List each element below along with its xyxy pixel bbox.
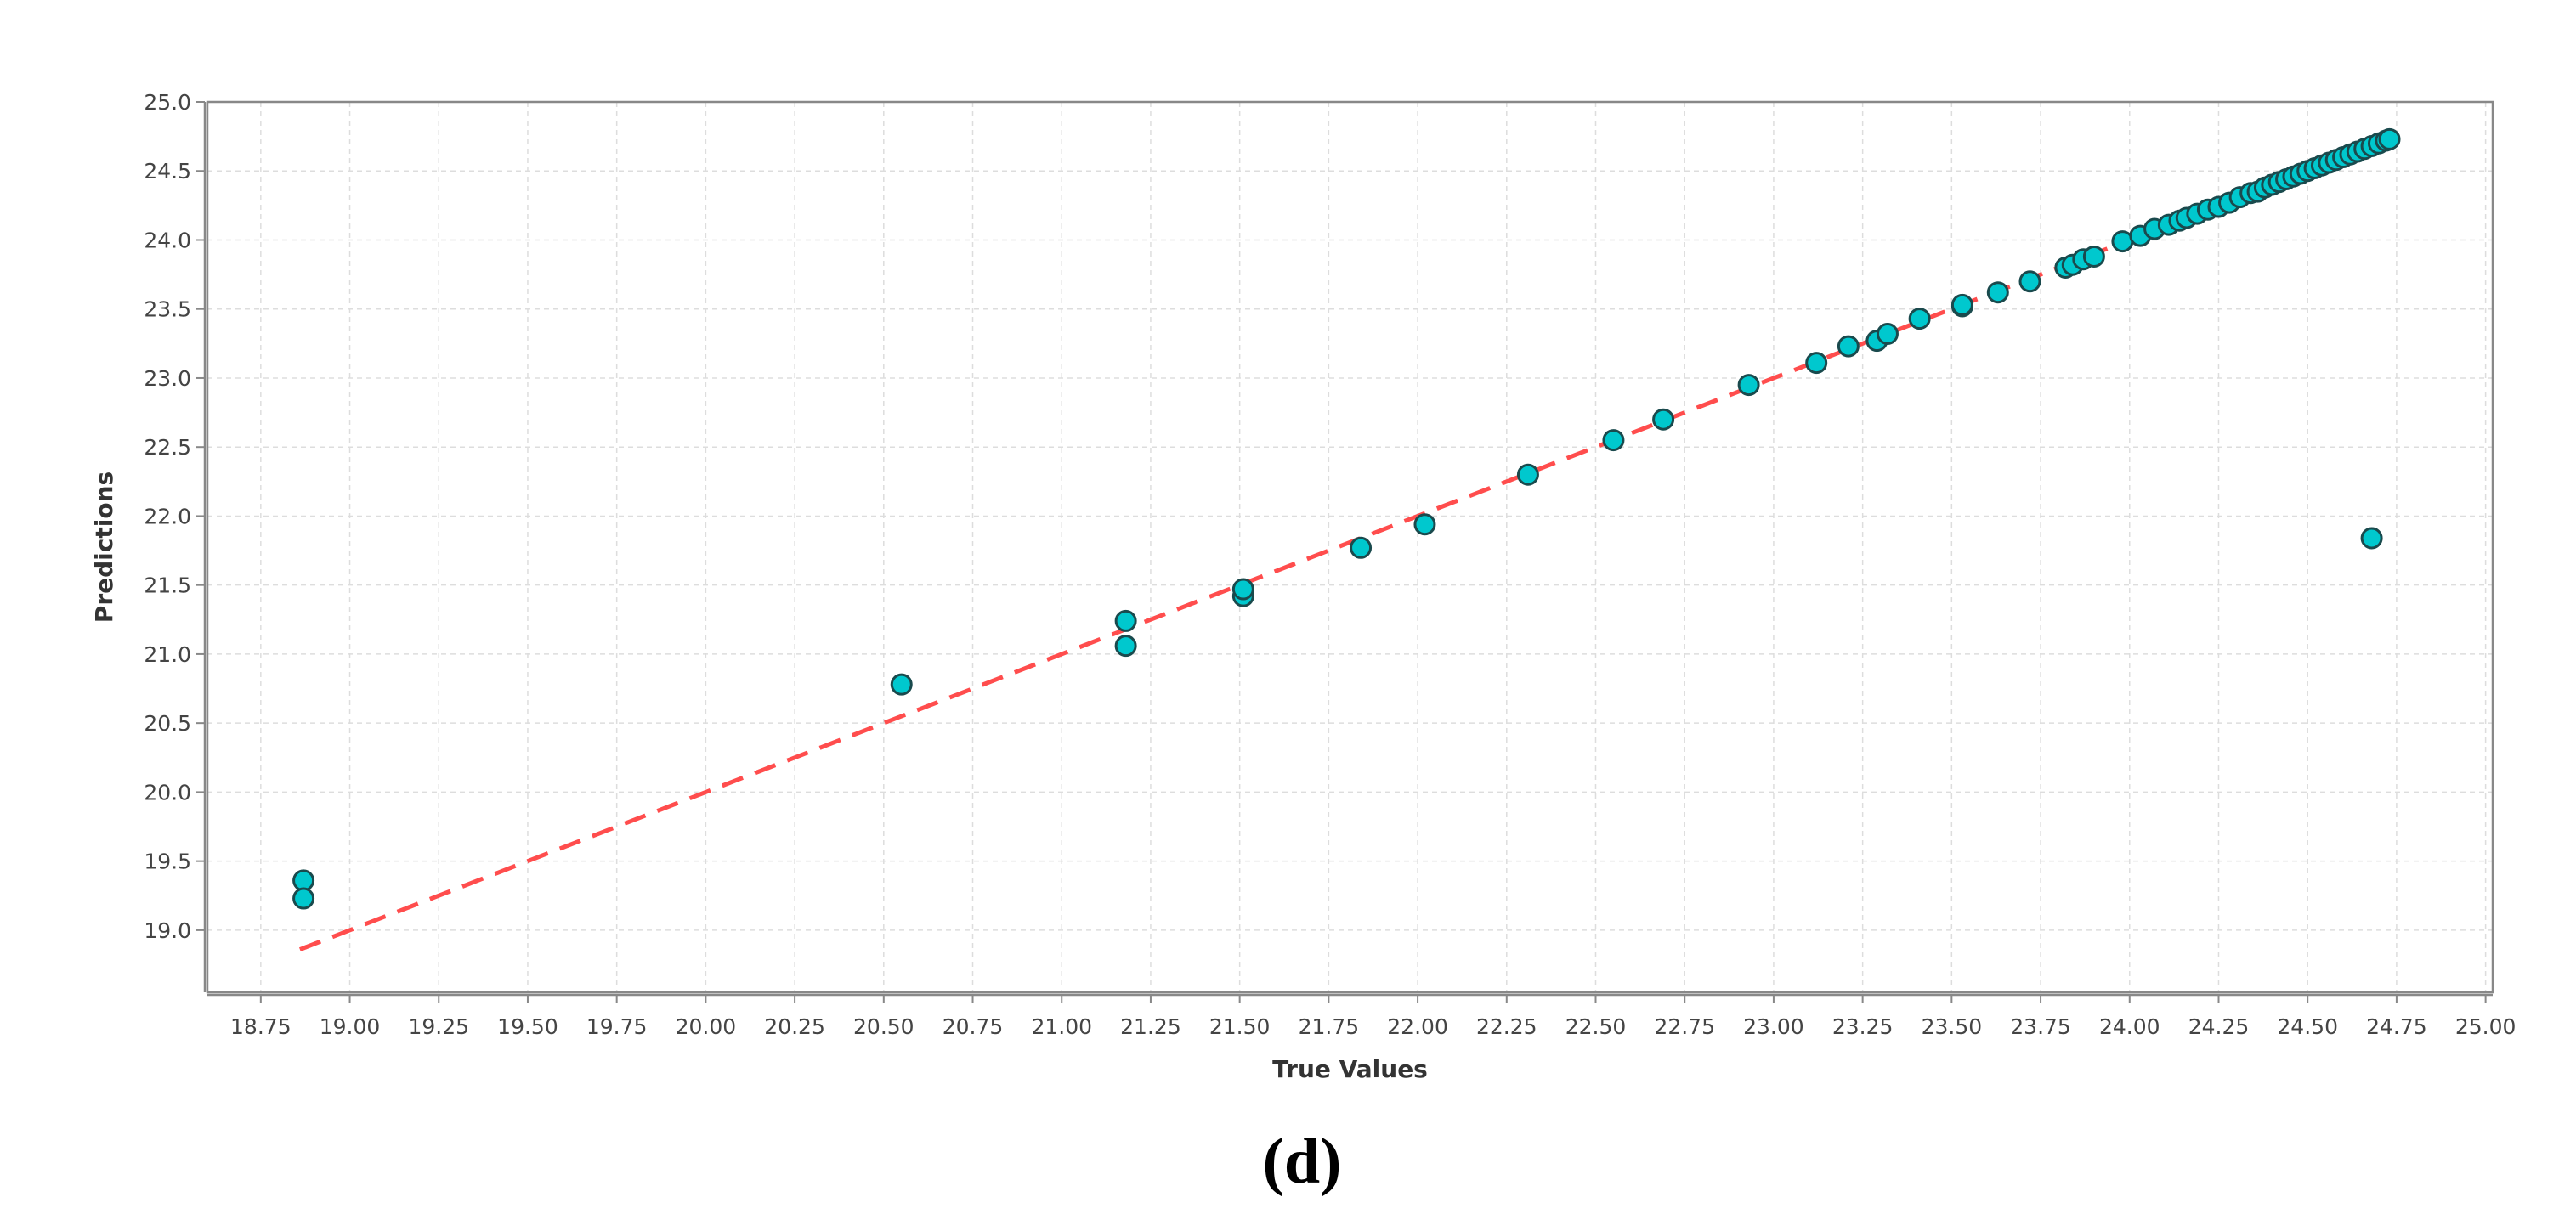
x-tick-label: 22.00 (1387, 1014, 1448, 1039)
data-point (2378, 127, 2401, 150)
y-tick-label: 22.5 (144, 435, 191, 460)
x-tick-label: 19.25 (408, 1014, 469, 1039)
data-point (1652, 408, 1675, 431)
data-point (1876, 322, 1899, 345)
data-point (1805, 352, 1828, 375)
x-tick-label: 24.00 (2099, 1014, 2160, 1039)
y-tick-label: 23.0 (144, 366, 191, 391)
y-tick-label: 19.5 (144, 850, 191, 874)
x-tick-label: 24.25 (2188, 1014, 2250, 1039)
x-tick-label: 22.75 (1654, 1014, 1715, 1039)
x-tick-label: 23.25 (1832, 1014, 1894, 1039)
data-point (1602, 429, 1625, 452)
y-tick-label: 25.0 (144, 90, 191, 115)
data-point (1114, 635, 1137, 658)
x-axis-title: True Values (1272, 1055, 1428, 1083)
data-point (890, 673, 913, 696)
x-tick-label: 24.75 (2366, 1014, 2427, 1039)
tick-labels: 18.75 19.00 19.25 19.50 19.75 20.00 20.25 20.50… (144, 90, 2516, 1039)
y-tick-label: 24.5 (144, 159, 191, 184)
x-tick-label: 20.75 (943, 1014, 1004, 1039)
x-tick-label: 21.00 (1031, 1014, 1092, 1039)
x-tick-label: 18.75 (230, 1014, 292, 1039)
data-point (1516, 463, 1539, 486)
axes (196, 100, 2494, 1003)
data-point (2018, 270, 2041, 293)
data-point (1737, 374, 1760, 397)
y-tick-label: 19.0 (144, 918, 191, 943)
y-tick-label: 21.0 (144, 642, 191, 667)
plot-frame (206, 100, 2494, 994)
x-tick-label: 22.50 (1565, 1014, 1627, 1039)
y-tick-label: 20.5 (144, 711, 191, 736)
y-tick-label: 20.0 (144, 780, 191, 805)
x-tick-label: 23.00 (1743, 1014, 1804, 1039)
data-point (1950, 293, 1973, 316)
data-point (1114, 609, 1137, 632)
data-point (1413, 513, 1436, 536)
x-tick-label: 21.25 (1120, 1014, 1181, 1039)
y-axis-title: Predictions (90, 472, 118, 623)
x-tick-label: 20.00 (676, 1014, 737, 1039)
data-point (2360, 527, 2383, 550)
data-point (292, 869, 315, 892)
data-point (1231, 578, 1254, 601)
x-tick-label: 19.50 (497, 1014, 558, 1039)
data-point (1837, 335, 1860, 358)
x-tick-label: 23.75 (2010, 1014, 2071, 1039)
data-point (1350, 536, 1373, 559)
x-tick-label: 20.25 (764, 1014, 825, 1039)
x-tick-label: 22.25 (1476, 1014, 1537, 1039)
data-point (1908, 308, 1931, 330)
y-tick-label: 21.5 (144, 573, 191, 598)
x-tick-label: 23.50 (1922, 1014, 1983, 1039)
data-point (1986, 281, 2009, 304)
x-tick-label: 19.75 (586, 1014, 648, 1039)
x-tick-label: 25.00 (2455, 1014, 2517, 1039)
x-tick-label: 24.50 (2277, 1014, 2338, 1039)
figure-caption: (d) (1263, 1126, 1342, 1197)
y-tick-label: 23.5 (144, 297, 191, 322)
x-tick-label: 21.75 (1299, 1014, 1360, 1039)
x-tick-label: 20.50 (853, 1014, 914, 1039)
x-tick-label: 19.00 (320, 1014, 381, 1039)
data-point (292, 887, 315, 910)
y-tick-label: 24.0 (144, 228, 191, 252)
data-point (2082, 245, 2105, 268)
reference-line-layer (298, 134, 2398, 951)
x-tick-label: 21.50 (1209, 1014, 1271, 1039)
y-tick-label: 22.0 (144, 504, 191, 528)
reference-line (298, 134, 2398, 951)
data-points (292, 127, 2401, 910)
